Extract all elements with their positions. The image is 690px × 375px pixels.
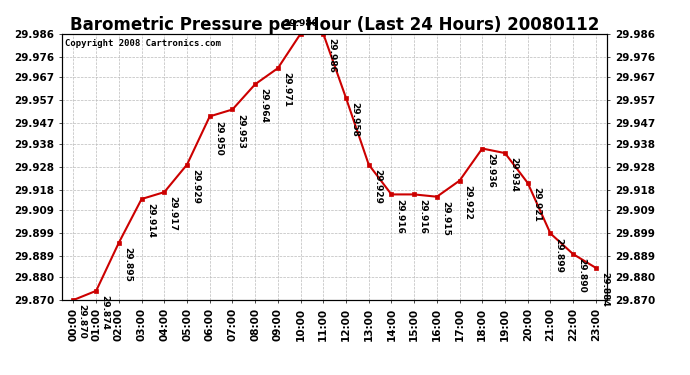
Text: 29.916: 29.916 — [418, 199, 427, 234]
Text: 29.921: 29.921 — [532, 187, 541, 222]
Text: 29.971: 29.971 — [282, 72, 291, 107]
Text: 29.917: 29.917 — [168, 196, 177, 231]
Text: 29.986: 29.986 — [283, 19, 318, 28]
Text: 29.915: 29.915 — [441, 201, 450, 236]
Text: 29.929: 29.929 — [373, 169, 382, 204]
Text: 29.958: 29.958 — [350, 102, 359, 137]
Title: Barometric Pressure per Hour (Last 24 Hours) 20080112: Barometric Pressure per Hour (Last 24 Ho… — [70, 16, 600, 34]
Text: 29.884: 29.884 — [600, 272, 609, 307]
Text: 29.936: 29.936 — [486, 153, 495, 188]
Text: Copyright 2008 Cartronics.com: Copyright 2008 Cartronics.com — [65, 39, 221, 48]
Text: 29.895: 29.895 — [123, 247, 132, 282]
Text: 29.964: 29.964 — [259, 88, 268, 123]
Text: 29.934: 29.934 — [509, 157, 518, 192]
Text: 29.899: 29.899 — [555, 238, 564, 273]
Text: 29.870: 29.870 — [77, 304, 87, 339]
Text: 29.890: 29.890 — [578, 258, 586, 293]
Text: 29.914: 29.914 — [146, 203, 155, 238]
Text: 29.953: 29.953 — [237, 114, 246, 148]
Text: 29.986: 29.986 — [328, 38, 337, 73]
Text: 29.916: 29.916 — [395, 199, 404, 234]
Text: 29.950: 29.950 — [214, 120, 223, 155]
Text: 29.922: 29.922 — [464, 185, 473, 220]
Text: 29.929: 29.929 — [191, 169, 200, 204]
Text: 29.874: 29.874 — [100, 295, 109, 330]
